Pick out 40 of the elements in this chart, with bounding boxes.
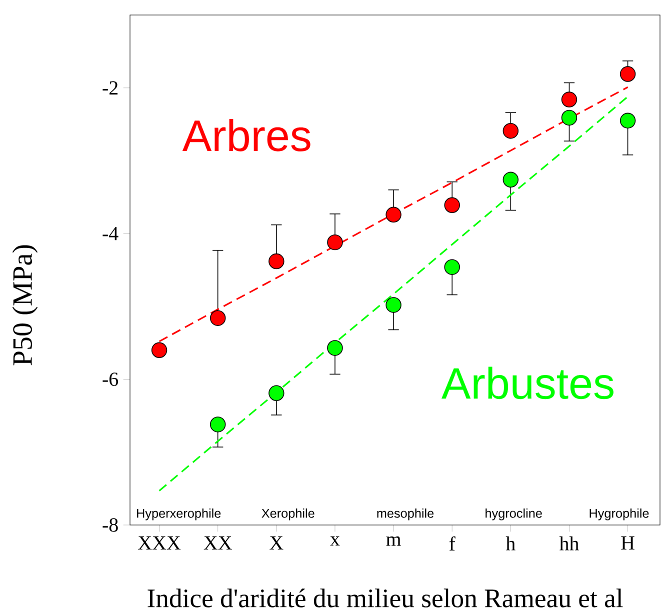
- x-tick-label: f: [449, 536, 456, 550]
- point: [620, 112, 636, 129]
- y-tick-label: -6: [102, 372, 118, 386]
- series-label: Arbustes: [442, 366, 614, 400]
- point: [268, 385, 284, 401]
- annotation: Hyperxerophile: [137, 508, 221, 520]
- point: [620, 66, 636, 82]
- point: [327, 234, 343, 250]
- annotation: Hygrophile: [590, 508, 649, 520]
- y-tick-label: -2: [102, 81, 118, 94]
- point: [502, 172, 519, 188]
- point: [561, 110, 578, 126]
- x-tick-label: x: [330, 536, 340, 546]
- x-tick-label: hh: [559, 536, 579, 550]
- point: [210, 416, 226, 432]
- point: [502, 122, 519, 139]
- y-tick-label: -8: [102, 518, 118, 532]
- y-tick-label: -4: [102, 227, 118, 240]
- point: [386, 206, 402, 222]
- point: [444, 259, 460, 275]
- x-tick-label: m: [386, 536, 402, 546]
- point: [151, 342, 168, 358]
- y-axis-title: P50 (MPa): [12, 245, 38, 366]
- x-axis-title: Indice d'aridité du milieu selon Rameau et al: [148, 588, 623, 608]
- point: [210, 310, 226, 326]
- annotation: Xerophile: [262, 508, 314, 520]
- series-label: Arbres: [182, 119, 310, 152]
- point: [327, 340, 343, 356]
- point: [268, 253, 284, 270]
- x-tick-label: X: [270, 536, 284, 550]
- point: [386, 297, 402, 313]
- annotation: hygrocline: [486, 508, 542, 520]
- point: [561, 92, 578, 108]
- x-tick-label: XXX: [138, 536, 181, 550]
- x-tick-label: H: [621, 536, 634, 550]
- point: [444, 197, 460, 214]
- x-tick-label: XX: [204, 536, 232, 550]
- line-series: [158, 96, 629, 492]
- x-tick-label: h: [506, 536, 516, 550]
- annotation: mesophile: [377, 508, 434, 520]
